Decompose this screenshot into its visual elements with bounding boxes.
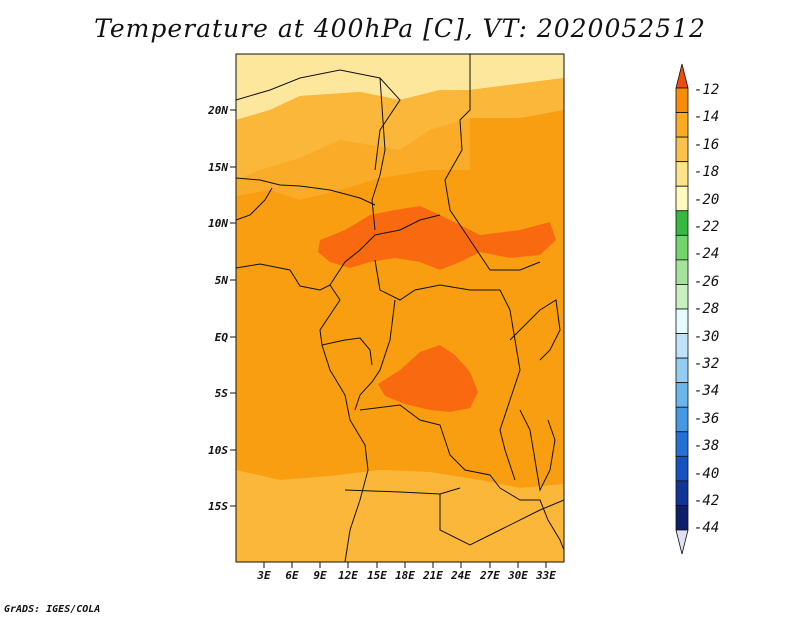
temperature-zone-mid-south bbox=[236, 470, 564, 504]
colorbar-label: -34 bbox=[694, 383, 719, 399]
colorbar-label: -28 bbox=[694, 301, 719, 317]
border-south-2 bbox=[439, 494, 565, 546]
colorbar-label: -36 bbox=[694, 411, 719, 427]
border-central-1 bbox=[329, 214, 441, 286]
colorbar-label: -40 bbox=[694, 466, 719, 482]
lon-label-12e: 12E bbox=[338, 569, 358, 582]
border-south-1 bbox=[344, 487, 461, 495]
country-borders bbox=[235, 54, 565, 563]
colorbar-segment bbox=[675, 357, 689, 384]
lat-label-10n: 10N bbox=[208, 217, 228, 230]
lon-label-27e: 27E bbox=[479, 569, 500, 582]
border-southeast bbox=[499, 487, 565, 551]
lon-label-18e: 18E bbox=[395, 569, 415, 582]
temperature-zone-light-north bbox=[236, 118, 470, 200]
lat-label-20n: 20N bbox=[207, 104, 228, 117]
border-drc-east bbox=[499, 289, 521, 481]
colorbar-segment bbox=[675, 308, 689, 334]
border-congo bbox=[354, 299, 396, 411]
lon-label-3e: 3E bbox=[256, 569, 271, 582]
lake-border bbox=[509, 299, 561, 361]
colorbar-segment bbox=[675, 284, 689, 310]
coastline-guinea-gulf bbox=[235, 263, 369, 563]
colorbar-label: -26 bbox=[694, 274, 719, 290]
lat-label-10s: 10S bbox=[208, 444, 228, 457]
colorbar-label: -20 bbox=[694, 192, 719, 208]
border-gabon bbox=[321, 337, 373, 366]
colorbar-top-arrow bbox=[675, 63, 689, 89]
colorbar-bottom-arrow bbox=[675, 529, 689, 555]
map-title: Temperature at 400hPa [C], VT: 202005251… bbox=[94, 14, 706, 43]
colorbar-label: -22 bbox=[694, 219, 719, 235]
border-sahel bbox=[235, 187, 273, 221]
colorbar-segment bbox=[675, 87, 689, 113]
map-panel bbox=[235, 53, 565, 563]
colorbar-label: -30 bbox=[694, 329, 719, 345]
colorbar-segment bbox=[675, 455, 689, 482]
latitude-axis: 20N 15N 10N 5N EQ 5S 10S 15S bbox=[207, 104, 236, 513]
colorbar-segment bbox=[675, 210, 689, 236]
border-east-lakes bbox=[519, 409, 556, 492]
temperature-zone-warm-1 bbox=[318, 206, 556, 270]
colorbar-label: -24 bbox=[694, 246, 719, 262]
colorbar-label: -38 bbox=[694, 438, 719, 454]
lon-label-9e: 9E bbox=[313, 569, 327, 582]
lon-label-21e: 21E bbox=[422, 569, 443, 582]
lat-label-5s: 5S bbox=[215, 387, 229, 400]
colorbar-label: -32 bbox=[694, 356, 719, 372]
colorbar-segment bbox=[675, 259, 689, 285]
lat-label-5n: 5N bbox=[215, 274, 229, 287]
colorbar-segment bbox=[675, 505, 689, 531]
colorbar-segment bbox=[675, 112, 689, 138]
map-frame bbox=[235, 53, 565, 563]
colorbar-label: -16 bbox=[694, 137, 719, 153]
border-central-2 bbox=[374, 259, 500, 301]
border-north-central bbox=[371, 77, 386, 231]
colorbar: -12 -14 -16 -18 -20 -22 -24 -26 -28 -30 … bbox=[675, 63, 719, 555]
colorbar-segment bbox=[675, 333, 689, 359]
colorbar-segment bbox=[675, 136, 689, 163]
colorbar-segment bbox=[675, 382, 689, 408]
colorbar-segment bbox=[675, 431, 689, 457]
border-east-north bbox=[444, 54, 541, 271]
footer-credit: GrADS: IGES/COLA bbox=[4, 604, 101, 615]
colorbar-segment bbox=[675, 406, 689, 433]
lat-label-15n: 15N bbox=[208, 161, 228, 174]
temperature-zone-warm-2 bbox=[378, 345, 478, 412]
lon-label-33e: 33E bbox=[535, 569, 556, 582]
temperature-zone-paler bbox=[236, 54, 564, 120]
colorbar-label: -14 bbox=[694, 109, 719, 125]
colorbar-label: -42 bbox=[694, 493, 719, 509]
colorbar-segment bbox=[675, 480, 689, 506]
colorbar-segment bbox=[675, 234, 689, 261]
colorbar-label: -44 bbox=[694, 520, 719, 536]
border-west-africa bbox=[235, 177, 376, 206]
lon-label-24e: 24E bbox=[450, 569, 471, 582]
lon-label-30e: 30E bbox=[507, 569, 528, 582]
temperature-zone-pale bbox=[236, 78, 564, 180]
border-angola bbox=[359, 404, 501, 489]
longitude-axis: 3E 6E 9E 12E 15E 18E 21E 24E 27E 30E 33E bbox=[256, 562, 556, 582]
colorbar-segment bbox=[675, 185, 689, 212]
lat-label-15s: 15S bbox=[208, 500, 228, 513]
lat-label-eq: EQ bbox=[215, 331, 229, 344]
lon-label-6e: 6E bbox=[285, 569, 299, 582]
colorbar-segment bbox=[675, 161, 689, 187]
lon-label-15e: 15E bbox=[367, 569, 387, 582]
colorbar-label: -12 bbox=[694, 82, 719, 98]
colorbar-label: -18 bbox=[694, 164, 719, 180]
